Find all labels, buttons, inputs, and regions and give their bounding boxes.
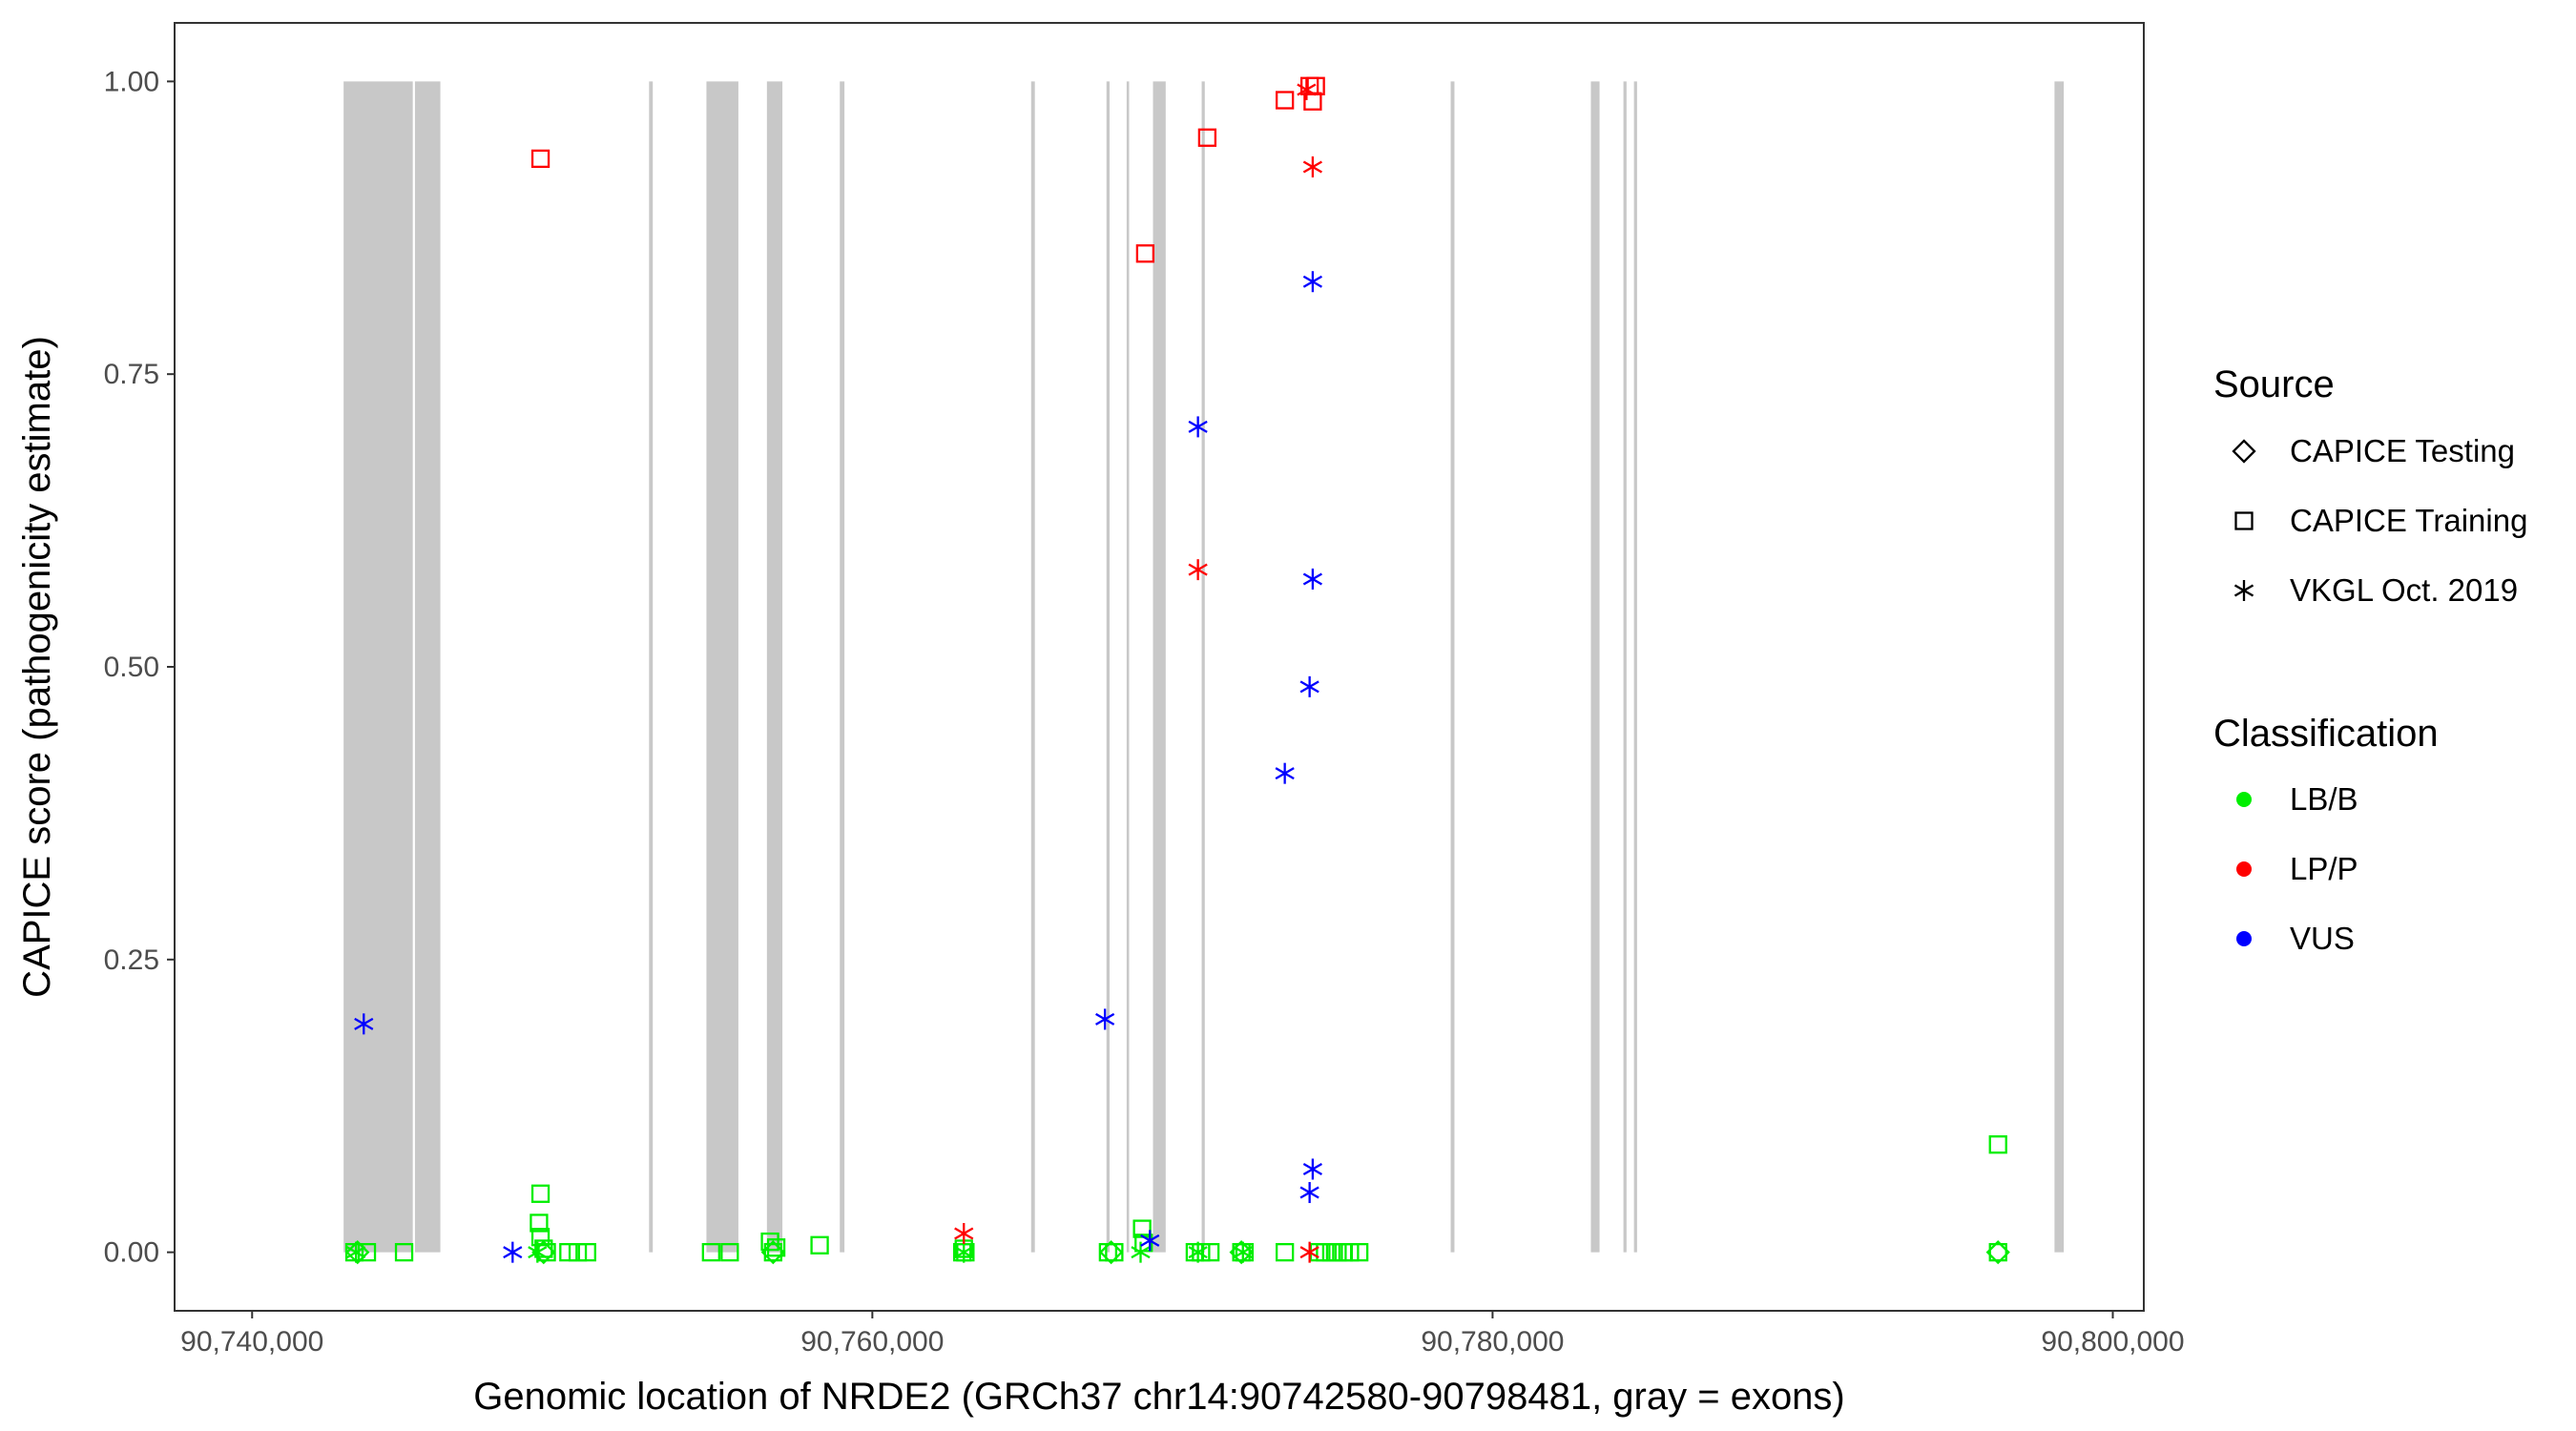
y-tick-label-1: 0.25 xyxy=(104,944,159,976)
exon-band-13 xyxy=(1623,81,1627,1253)
legend-classification-label-lpp: LP/P xyxy=(2290,851,2358,886)
legend-classification-key-0 xyxy=(2236,792,2252,807)
data-point-0-2 xyxy=(394,1242,414,1262)
data-point-0-10 xyxy=(577,1242,596,1262)
data-point-0-36 xyxy=(1350,1242,1369,1262)
data-point-0-4 xyxy=(530,1213,549,1233)
legend-classification-key-1 xyxy=(2236,861,2252,877)
data-point-4-3 xyxy=(1297,78,1317,100)
exon-band-14 xyxy=(1633,81,1637,1253)
data-point-2-2 xyxy=(760,1240,785,1265)
data-point-0-3 xyxy=(530,1184,551,1203)
x-tick-label-2: 90,780,000 xyxy=(1421,1326,1564,1358)
legend-classification-title: Classification xyxy=(2213,713,2439,755)
data-point-5-7 xyxy=(1302,568,1322,590)
legend-source-key-2 xyxy=(2233,580,2254,601)
exon-band-2 xyxy=(649,81,654,1253)
data-point-5-1 xyxy=(503,1241,523,1263)
data-point-3-4 xyxy=(1188,1241,1208,1263)
y-tick-label-3: 0.75 xyxy=(104,359,159,390)
data-point-0-29 xyxy=(1275,1242,1295,1262)
y-axis-title: CAPICE score (pathogenicity estimate) xyxy=(16,336,58,998)
data-point-5-10 xyxy=(1299,1182,1319,1204)
exon-band-7 xyxy=(1106,81,1110,1253)
y-axis: 0.00 0.25 0.50 0.75 1.00 xyxy=(104,66,175,1269)
data-point-0-35 xyxy=(1340,1242,1360,1262)
data-point-4-2 xyxy=(1302,156,1322,177)
legend-source-label-training: CAPICE Training xyxy=(2290,503,2527,538)
exon-band-12 xyxy=(1590,81,1600,1253)
legend-classification-label-lbb: LB/B xyxy=(2290,781,2358,817)
x-axis: 90,740,000 90,760,000 90,780,000 90,800,000 xyxy=(180,1311,2185,1358)
data-point-3-1 xyxy=(528,1241,548,1263)
data-point-0-9 xyxy=(568,1242,588,1262)
legend-classification-key-2 xyxy=(2236,931,2252,946)
point-layer xyxy=(344,76,2010,1265)
y-tick-label-4: 1.00 xyxy=(104,66,159,97)
legend-source-title: Source xyxy=(2213,363,2335,405)
data-point-5-4 xyxy=(1188,416,1208,438)
exon-band-9 xyxy=(1153,81,1166,1253)
legend-source-label-testing: CAPICE Testing xyxy=(2290,433,2515,468)
data-point-5-2 xyxy=(1095,1008,1115,1030)
data-point-0-16 xyxy=(810,1235,829,1255)
data-point-5-3 xyxy=(1140,1230,1160,1252)
data-point-5-6 xyxy=(1299,675,1319,697)
data-point-2-5 xyxy=(1985,1240,2010,1265)
legend-source-label-vkgl: VKGL Oct. 2019 xyxy=(2290,572,2518,608)
x-tick-label-0: 90,740,000 xyxy=(180,1326,323,1358)
exon-band-10 xyxy=(1201,81,1205,1253)
legend-source-key-1 xyxy=(2234,511,2254,530)
exon-band-0 xyxy=(343,81,413,1253)
data-point-1-3 xyxy=(1275,91,1295,110)
data-point-0-38 xyxy=(1988,1242,2007,1262)
data-point-5-9 xyxy=(1302,1158,1322,1180)
exon-band-3 xyxy=(706,81,738,1253)
data-point-4-1 xyxy=(1188,559,1208,581)
y-tick-label-0: 0.00 xyxy=(104,1237,159,1269)
data-point-0-25 xyxy=(1192,1242,1211,1262)
legend: Source CAPICE Testing CAPICE Training VK… xyxy=(2213,363,2527,956)
x-tick-label-1: 90,760,000 xyxy=(800,1326,944,1358)
exon-band-5 xyxy=(840,81,845,1253)
exon-band-4 xyxy=(766,81,783,1253)
data-point-5-0 xyxy=(354,1013,374,1035)
data-point-2-3 xyxy=(1098,1240,1124,1265)
data-point-0-13 xyxy=(760,1232,779,1252)
legend-classification-label-vus: VUS xyxy=(2290,921,2355,956)
data-point-3-0 xyxy=(346,1241,366,1263)
data-point-0-11 xyxy=(701,1242,720,1262)
exon-band-1 xyxy=(414,81,441,1253)
data-point-3-5 xyxy=(1233,1241,1253,1263)
data-point-0-12 xyxy=(720,1242,739,1262)
x-axis-title: Genomic location of NRDE2 (GRCh37 chr14:… xyxy=(473,1376,1845,1418)
data-point-3-2 xyxy=(954,1241,974,1263)
data-point-0-26 xyxy=(1200,1242,1220,1262)
data-point-4-4 xyxy=(1299,1241,1319,1263)
data-point-4-0 xyxy=(954,1223,974,1244)
data-point-0-8 xyxy=(559,1242,578,1262)
data-point-5-8 xyxy=(1302,271,1322,293)
exon-band-11 xyxy=(1450,81,1455,1253)
exon-band-6 xyxy=(1030,81,1035,1253)
data-point-0-14 xyxy=(763,1242,782,1262)
exon-band-8 xyxy=(1126,81,1130,1253)
data-point-1-0 xyxy=(530,149,551,169)
legend-source-key-0 xyxy=(2232,439,2256,464)
data-point-0-19 xyxy=(956,1242,975,1262)
data-point-5-5 xyxy=(1275,762,1295,784)
data-point-1-2 xyxy=(1197,128,1217,147)
exon-layer xyxy=(343,81,2065,1253)
data-point-0-37 xyxy=(1988,1135,2007,1154)
y-tick-label-2: 0.50 xyxy=(104,652,159,683)
data-point-0-1 xyxy=(357,1242,377,1262)
data-point-1-1 xyxy=(1135,244,1155,263)
x-tick-label-3: 90,800,000 xyxy=(2041,1326,2184,1358)
exon-band-15 xyxy=(2054,81,2065,1253)
